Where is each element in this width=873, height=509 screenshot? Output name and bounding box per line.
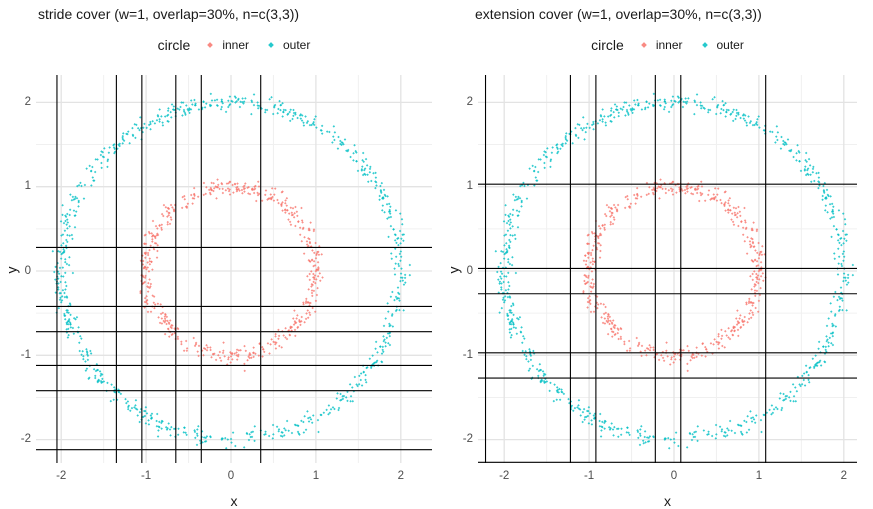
- x-tick-label: 1: [755, 470, 763, 482]
- y-tick-label: 1: [466, 180, 473, 193]
- x-tick-label: -1: [140, 470, 152, 482]
- y-tick-label: -2: [20, 433, 31, 446]
- x-tick-label: -2: [499, 470, 510, 482]
- inner-point-marker-icon: [207, 42, 214, 48]
- legend-title: circle: [591, 37, 624, 53]
- legend-item-outer: outer: [268, 38, 311, 52]
- x-tick-label: 2: [397, 470, 404, 482]
- legend-item-inner: inner: [640, 38, 683, 52]
- y-tick-label: -1: [20, 348, 31, 361]
- right-y-axis-title: y: [445, 266, 462, 274]
- right-legend: circle inner outer: [478, 36, 857, 54]
- x-tick-label: 2: [840, 470, 847, 482]
- inner-point-marker-icon: [640, 42, 647, 48]
- x-tick-label: 0: [227, 470, 235, 482]
- legend-label-inner: inner: [655, 38, 683, 52]
- left-plot-title: stride cover (w=1, overlap=30%, n=c(3,3)…: [38, 6, 300, 22]
- y-tick-label: -2: [462, 433, 473, 446]
- left-x-axis-title: x: [230, 493, 238, 509]
- y-tick-label: 2: [24, 95, 31, 108]
- outer-point-marker-icon: [701, 42, 708, 48]
- left-y-axis-title: y: [3, 266, 20, 274]
- y-tick-label: 0: [24, 264, 31, 277]
- y-tick-label: 2: [466, 95, 473, 108]
- x-tick-label: -1: [583, 470, 595, 482]
- legend-item-outer: outer: [701, 38, 744, 52]
- right-x-axis-title: x: [664, 493, 671, 509]
- x-tick-label: 0: [670, 470, 678, 482]
- x-tick-label: -2: [56, 470, 67, 482]
- legend-title: circle: [157, 37, 191, 53]
- legend-item-inner: inner: [207, 38, 249, 52]
- legend-label-outer: outer: [283, 38, 311, 52]
- legend-label-inner: inner: [222, 38, 249, 52]
- y-tick-label: 1: [24, 180, 31, 193]
- legend-label-outer: outer: [716, 38, 744, 52]
- outer-point-marker-icon: [268, 42, 274, 48]
- left-legend: circle inner outer: [36, 36, 432, 54]
- y-tick-label: 0: [466, 264, 473, 277]
- right-plot-title: extension cover (w=1, overlap=30%, n=c(3…: [475, 6, 762, 22]
- y-tick-label: -1: [462, 348, 473, 361]
- x-tick-label: 1: [312, 470, 320, 482]
